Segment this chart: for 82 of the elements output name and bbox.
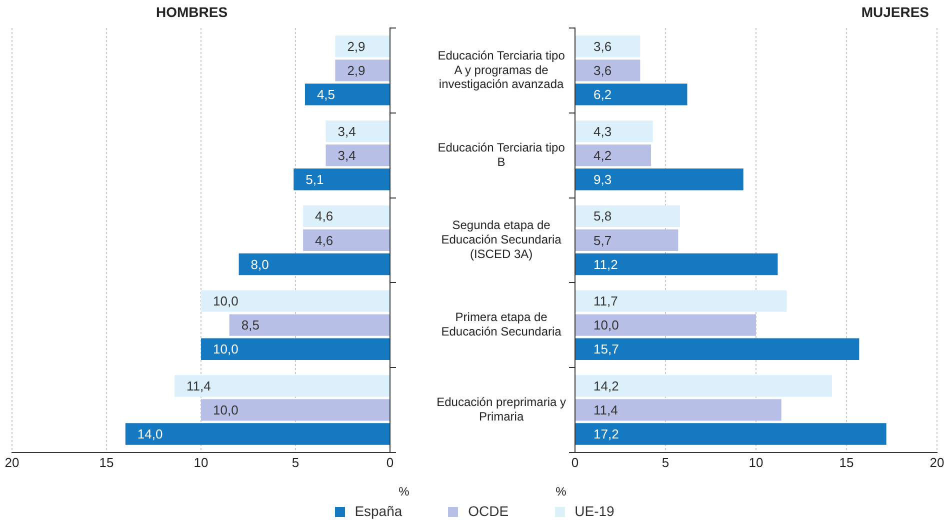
data-label: 3,6: [594, 38, 612, 54]
bar: [576, 36, 640, 58]
data-label: 3,4: [338, 124, 356, 139]
x-tick-label: 20: [930, 454, 944, 470]
data-label: 10,0: [213, 342, 238, 357]
data-label: 14,0: [137, 426, 163, 442]
bar: [576, 205, 680, 227]
x-tick-label: 15: [839, 454, 854, 470]
data-label: 11,4: [186, 378, 211, 394]
data-label: 10,0: [213, 294, 238, 309]
bar: [576, 229, 678, 252]
bar: [303, 229, 390, 252]
bar: [576, 338, 860, 360]
bar: [304, 84, 390, 106]
x-axis-title: %: [556, 484, 567, 498]
bar: [576, 290, 787, 312]
data-label: 4,6: [315, 232, 334, 248]
data-label: 5,7: [594, 232, 612, 248]
data-label: 4,5: [316, 87, 336, 102]
bar: [201, 399, 390, 421]
bar: [335, 36, 390, 58]
bar: [326, 144, 390, 166]
bar: [125, 423, 390, 445]
bar: [576, 423, 886, 445]
data-label: 11,2: [594, 256, 618, 272]
data-label: 17,2: [594, 426, 619, 442]
bar: [576, 399, 782, 421]
x-tick-label: 10: [194, 454, 208, 470]
data-label: 3,6: [594, 63, 612, 78]
data-label: 4,2: [594, 148, 612, 163]
data-label: 9,3: [594, 172, 612, 187]
bar: [303, 205, 390, 227]
bar: [576, 60, 640, 82]
bar: [576, 84, 688, 106]
bar: [576, 314, 756, 336]
x-tick-label: 5: [292, 454, 300, 470]
bar: [576, 168, 744, 190]
chart-title: HOMBRES: [156, 4, 228, 20]
x-tick-label: 0: [571, 454, 579, 470]
data-label: 5,8: [594, 208, 612, 224]
x-tick-label: 10: [748, 454, 764, 470]
bar: [576, 375, 832, 397]
x-tick-label: 5: [662, 454, 670, 470]
x-tick-label: 20: [4, 454, 20, 470]
data-label: 11,7: [594, 294, 618, 309]
bar: [201, 338, 390, 360]
data-label: 15,7: [594, 342, 619, 357]
bar: [326, 120, 390, 142]
bar: [174, 375, 390, 397]
legend-label: España: [354, 503, 402, 519]
data-label: 11,4: [594, 402, 618, 418]
x-tick-label: 15: [99, 454, 114, 470]
bar: [576, 144, 652, 166]
y-tick-label: Educación preprimaria y Primaria: [436, 395, 566, 424]
data-label: 5,1: [306, 172, 324, 187]
bar: [229, 314, 390, 336]
y-tick-label: Segunda etapa de Educación Secundaria (ISCED 3A): [441, 218, 562, 261]
legend-label: OCDE: [467, 503, 509, 519]
data-label: 4,3: [594, 124, 612, 139]
y-tick-label: Educación Terciaria tipo B: [438, 140, 566, 169]
data-label: 10,0: [594, 318, 619, 333]
bar: [201, 290, 390, 312]
data-label: 3,4: [338, 148, 356, 163]
chart-title: MUJERES: [861, 4, 929, 20]
bar: [335, 60, 390, 82]
data-label: 6,2: [594, 87, 612, 102]
bar: [238, 253, 390, 276]
bar: [576, 120, 653, 142]
y-tick-label: Educación Terciaria tipo A y programas de investigación avanzada: [438, 48, 566, 92]
legend-label: UE-19: [574, 503, 614, 519]
data-label: 4,6: [315, 208, 334, 224]
data-label: 8,5: [241, 318, 260, 333]
data-label: 2,9: [347, 38, 366, 54]
y-tick-label: Primera etapa de Educación Secundaria: [441, 310, 562, 339]
data-label: 14,2: [594, 378, 619, 394]
bar: [294, 168, 390, 190]
x-tick-label: 0: [386, 454, 394, 470]
bar: [576, 253, 778, 276]
x-axis-title: %: [398, 484, 410, 498]
data-label: 10,0: [213, 402, 238, 418]
data-label: 2,9: [347, 63, 366, 78]
data-label: 8,0: [250, 256, 269, 272]
